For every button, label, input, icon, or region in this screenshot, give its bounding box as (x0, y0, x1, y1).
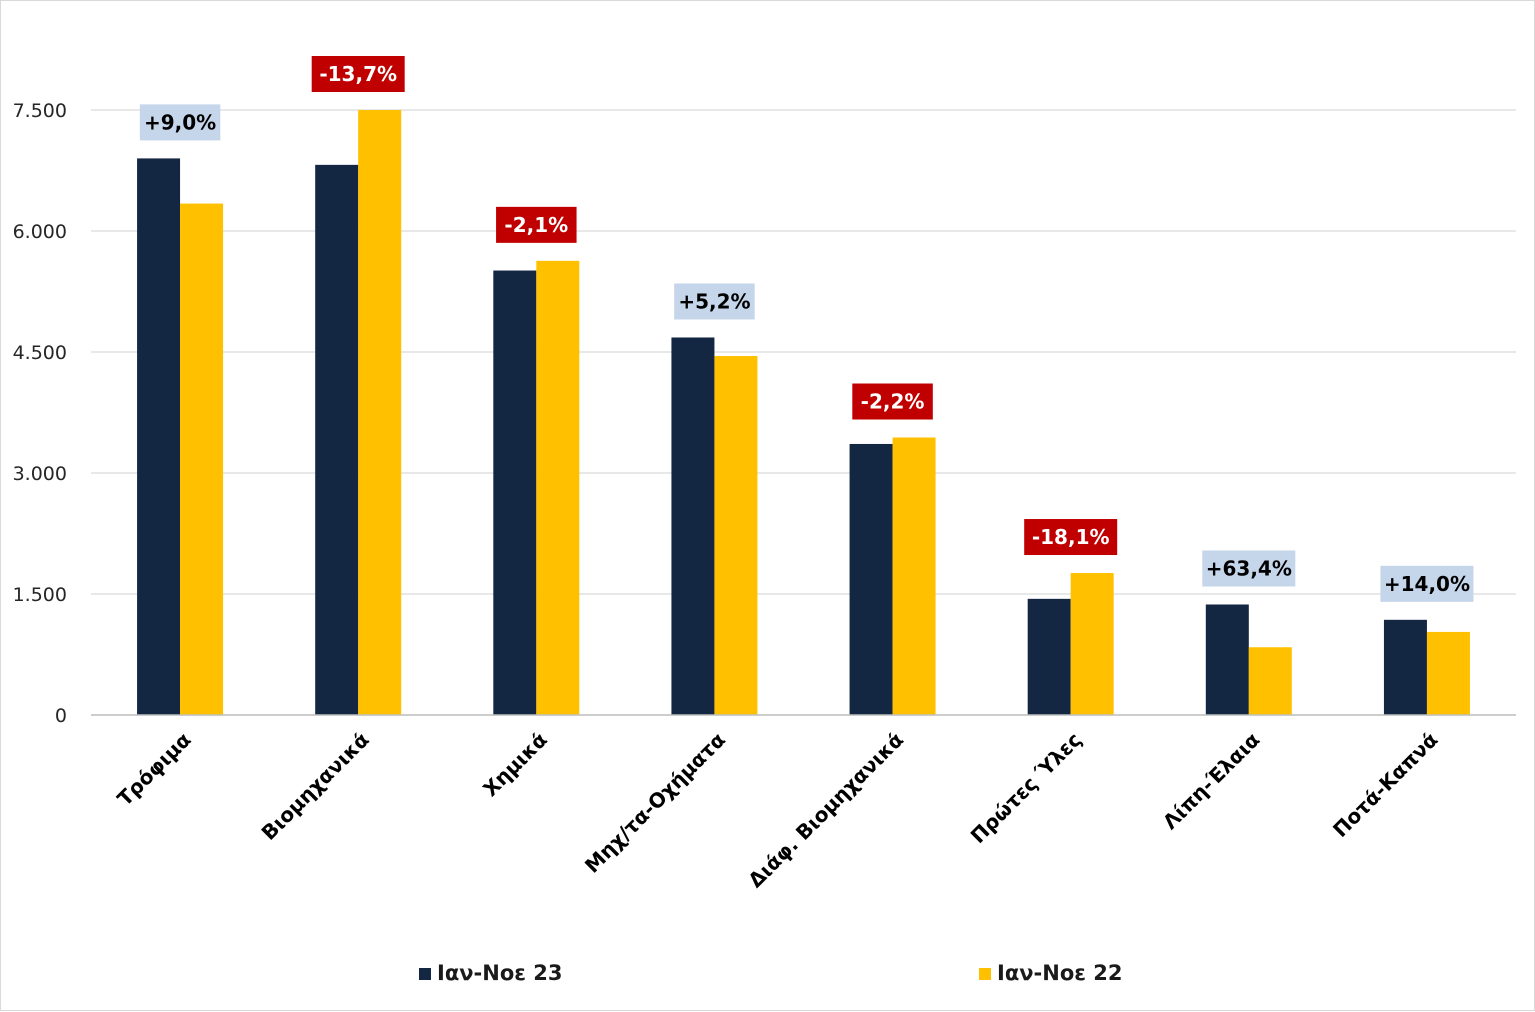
legend-swatch (419, 968, 431, 980)
x-tick-label: Μηχ/τα-Οχήματα (580, 728, 730, 878)
bar-series2 (536, 260, 580, 715)
change-badge (1202, 550, 1296, 587)
change-label: +63,4% (1206, 556, 1292, 580)
change-label: -2,1% (504, 213, 568, 237)
change-label: -2,2% (861, 390, 925, 414)
bar-series1 (493, 270, 537, 715)
change-badge (674, 283, 755, 320)
bar-series1 (1205, 604, 1249, 715)
y-tick-label: 7.500 (13, 100, 67, 122)
change-label: -13,7% (319, 62, 397, 86)
y-tick-label: 3.000 (13, 463, 67, 485)
x-tick-label: Βιομηχανικά (257, 728, 374, 845)
bar-series1 (1027, 598, 1071, 715)
bar-series2 (892, 437, 936, 715)
y-tick-label: 1.500 (13, 584, 67, 606)
legend-swatch (979, 968, 991, 980)
change-badge (139, 104, 221, 141)
bar-series2 (1248, 647, 1292, 715)
change-label: +14,0% (1384, 572, 1470, 596)
bar-series2 (714, 356, 758, 715)
bar-series1 (137, 158, 181, 715)
bar-series2 (1426, 631, 1470, 715)
change-label: +5,2% (678, 289, 750, 313)
bar-series1 (315, 164, 359, 715)
y-tick-label: 6.000 (13, 221, 67, 243)
change-label: -18,1% (1032, 525, 1110, 549)
x-tick-label: Ποτά-Καπνά (1328, 728, 1442, 842)
bar-series2 (180, 203, 224, 715)
change-badge (1380, 565, 1474, 602)
bar-series2 (358, 110, 402, 715)
x-tick-label: Χημικά (478, 728, 552, 802)
x-tick-label: Τρόφιμα (112, 728, 195, 811)
x-tick-label: Διάφ. Βιομηχανικά (743, 728, 908, 893)
x-tick-label: Λίπη-Έλαια (1158, 728, 1264, 834)
bar-series1 (671, 337, 715, 715)
change-badge (311, 56, 405, 92)
legend-label: Ιαν-Νοε 22 (997, 961, 1123, 985)
change-badge (852, 383, 933, 420)
bar-series2 (1070, 573, 1114, 715)
bar-series1 (849, 443, 893, 715)
y-tick-label: 0 (55, 705, 67, 727)
y-tick-label: 4.500 (13, 342, 67, 364)
change-badge (1024, 519, 1118, 556)
legend-label: Ιαν-Νοε 23 (437, 961, 563, 985)
change-label: +9,0% (144, 110, 216, 134)
change-badge (496, 206, 577, 243)
bar-series1 (1383, 619, 1427, 715)
x-tick-label: Πρώτες Ύλες (966, 728, 1086, 848)
